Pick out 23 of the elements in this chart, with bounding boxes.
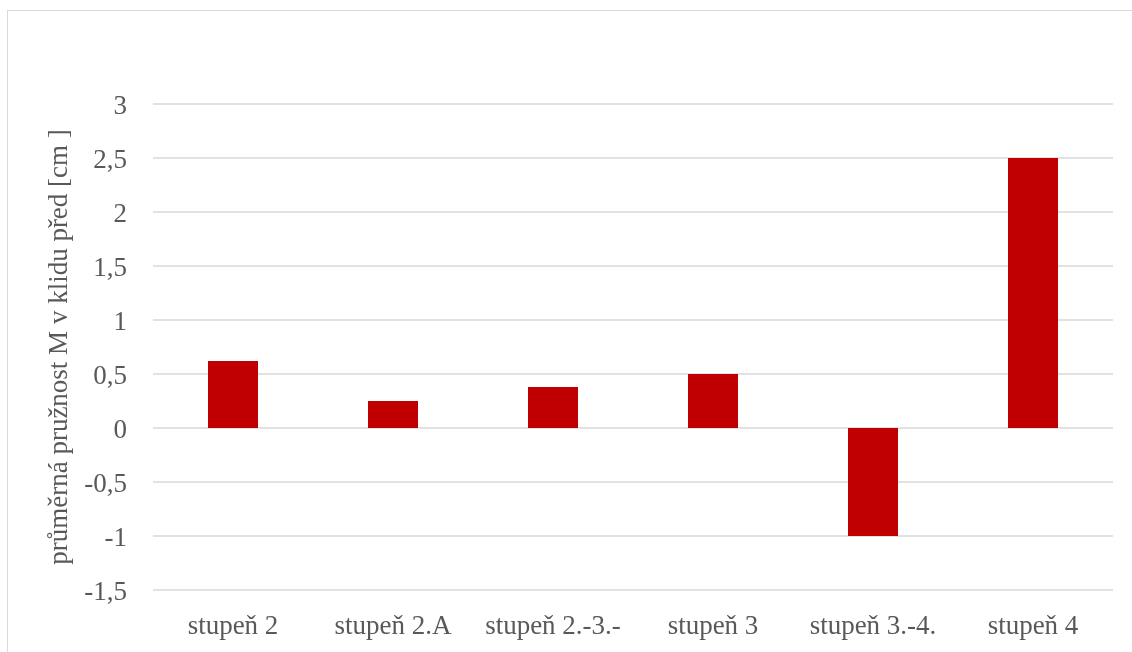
y-tick-label: 1,5 [93, 251, 127, 282]
bar [528, 386, 578, 428]
bar [208, 361, 258, 428]
bar [1008, 158, 1058, 428]
bar [688, 374, 738, 428]
y-tick-label: 3 [113, 89, 127, 120]
y-tick-label: 1 [113, 305, 127, 336]
bar [368, 401, 418, 428]
y-tick-label: -1 [104, 521, 127, 552]
x-tick-label: stupeň 2.A [334, 610, 452, 641]
x-tick-label: stupeň 2.-3.- [485, 610, 621, 641]
x-tick-label: stupeň 3.-4. [809, 610, 937, 641]
y-tick-label: 2 [113, 197, 127, 228]
y-axis-title: průměrná pružnost M v klidu před [cm ] [43, 129, 73, 565]
x-tick-label: stupeň 4 [987, 610, 1079, 641]
y-tick-label: 2,5 [93, 143, 127, 174]
y-tick-label: 0 [113, 413, 127, 444]
y-tick-label: 0,5 [93, 359, 127, 390]
y-tick-label: -1,5 [84, 575, 127, 606]
x-tick-label: stupeň 2 [187, 610, 279, 641]
y-tick-label: -0,5 [84, 467, 127, 498]
bar [848, 428, 898, 536]
x-tick-label: stupeň 3 [667, 610, 759, 641]
